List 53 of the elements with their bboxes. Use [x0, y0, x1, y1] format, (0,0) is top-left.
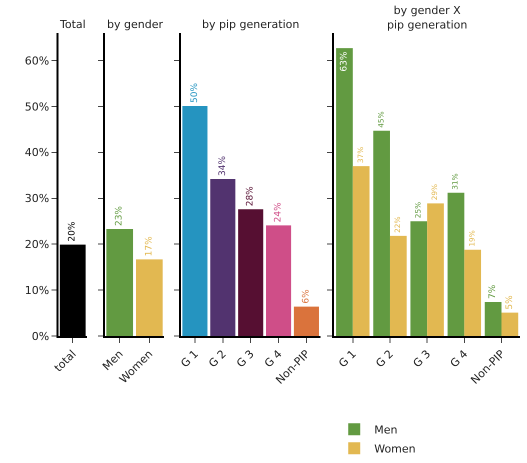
data-label: 25% — [413, 202, 422, 218]
legend-label: Women — [374, 442, 416, 456]
data-label: 50% — [190, 82, 200, 103]
data-label: 7% — [488, 284, 498, 300]
data-label: 28% — [246, 186, 256, 206]
bar — [373, 130, 390, 336]
chart-title: Total — [59, 18, 86, 31]
y-tick-label: 60% — [24, 54, 50, 68]
data-label: 5% — [504, 294, 515, 310]
data-label: 23% — [114, 206, 125, 226]
data-label: 34% — [218, 156, 228, 176]
bar — [501, 312, 518, 336]
bar — [336, 48, 353, 336]
data-label: 19% — [467, 230, 476, 247]
chart-title: by gender X pip generation — [387, 4, 468, 32]
y-tick-label: 30% — [24, 192, 50, 206]
x-tick-label: G 4 — [448, 348, 470, 370]
x-tick-label: G 1 — [178, 348, 201, 370]
y-tick-label: 40% — [24, 146, 50, 160]
y-tick-label: 50% — [24, 100, 50, 114]
data-label: 31% — [450, 173, 460, 190]
data-label: 20% — [68, 221, 78, 242]
bar — [352, 166, 370, 336]
bar — [294, 306, 319, 336]
data-label: 63% — [339, 51, 350, 72]
bar — [390, 236, 407, 336]
bar — [427, 203, 444, 336]
data-label: 22% — [392, 216, 402, 233]
x-tick-label: G 2 — [206, 348, 229, 370]
x-tick-label: G 2 — [373, 348, 396, 370]
data-label: 29% — [430, 184, 440, 200]
bar — [464, 250, 482, 336]
data-label: 17% — [144, 236, 154, 256]
x-tick-label: G 1 — [336, 348, 359, 370]
data-label: 24% — [274, 202, 284, 222]
y-tick-label: 0% — [32, 330, 50, 343]
chart-title: by gender — [107, 18, 164, 31]
x-tick-label: G 3 — [234, 348, 257, 370]
bar — [182, 106, 208, 336]
bar — [238, 209, 264, 336]
bar — [448, 192, 464, 336]
x-tick-label: G 3 — [410, 348, 434, 370]
data-label: 37% — [356, 146, 365, 164]
bar — [484, 302, 502, 336]
data-label: 45% — [376, 111, 386, 128]
bar — [210, 178, 236, 336]
bar — [410, 221, 428, 336]
legend-label: Men — [374, 424, 398, 437]
y-tick-label: 20% — [24, 238, 50, 252]
chart-title: by pip generation — [202, 18, 300, 31]
bar — [266, 225, 292, 336]
data-label: 6% — [301, 288, 312, 304]
y-tick-label: 10% — [24, 284, 50, 297]
